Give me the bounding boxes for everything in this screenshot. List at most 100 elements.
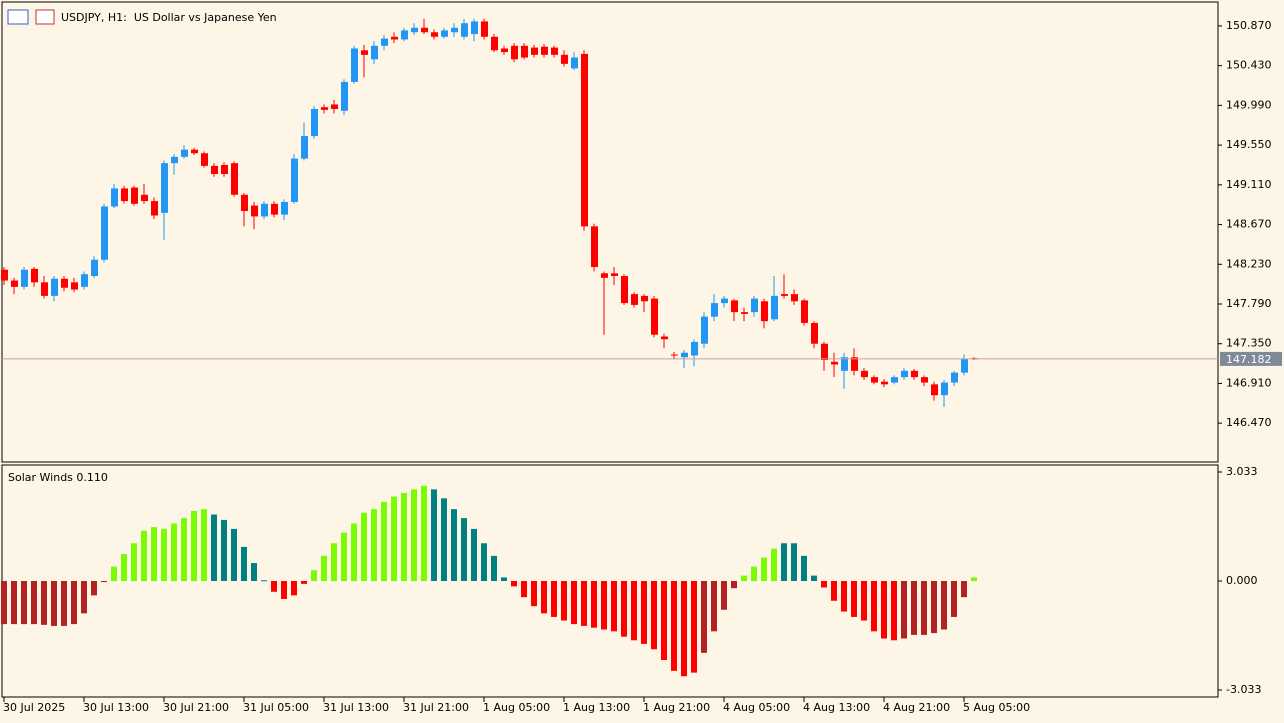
histogram-bar <box>781 543 787 581</box>
histogram-bar <box>491 555 497 581</box>
histogram-bar <box>61 581 67 626</box>
y-tick-label: 149.990 <box>1226 98 1272 111</box>
histogram-bar <box>181 518 187 581</box>
candle-body <box>581 53 588 227</box>
candle-body <box>741 312 748 314</box>
candle-body <box>421 27 428 33</box>
histogram-bar <box>931 581 937 634</box>
candle-body <box>611 273 618 277</box>
main-pane <box>1 1 1219 463</box>
candle-body <box>361 50 368 55</box>
candle-body <box>531 47 538 55</box>
histogram-bar <box>861 581 867 621</box>
candle-body <box>631 294 638 305</box>
candle-body <box>171 156 178 164</box>
histogram-bar <box>811 575 817 581</box>
candle-body <box>451 27 458 33</box>
candle-body <box>951 372 958 383</box>
candle-body <box>71 282 78 290</box>
histogram-bar <box>871 581 877 632</box>
candle-body <box>671 354 678 356</box>
histogram-bar <box>71 581 77 625</box>
histogram-bar <box>951 581 957 617</box>
candle-body <box>141 194 148 202</box>
y-tick-label: 150.870 <box>1226 19 1272 32</box>
histogram-bar <box>241 546 247 581</box>
histogram-bar <box>841 581 847 612</box>
candle-body <box>81 274 88 287</box>
histogram-bar <box>561 581 567 621</box>
histogram-bar <box>441 498 447 581</box>
candle-body <box>471 21 478 35</box>
candle-body <box>921 377 928 383</box>
candle-body <box>441 30 448 37</box>
candle-body <box>661 336 668 340</box>
y-tick-label: 0.000 <box>1226 574 1258 587</box>
candle-body <box>351 48 358 82</box>
histogram-bar <box>661 581 667 661</box>
y-tick-label: 3.033 <box>1226 465 1258 478</box>
candle-body <box>431 32 438 37</box>
candle-body <box>251 205 258 217</box>
candle-body <box>51 278 58 296</box>
candle-body <box>271 203 278 215</box>
candle-body <box>871 377 878 383</box>
histogram-bar <box>231 528 237 581</box>
candle-body <box>961 359 968 373</box>
candle-body <box>381 38 388 46</box>
histogram-bar <box>451 509 457 581</box>
histogram-bar <box>261 580 267 582</box>
chart-title: USDJPY, H1: US Dollar vs Japanese Yen <box>61 11 277 24</box>
candle-body <box>521 45 528 58</box>
histogram-bar <box>791 543 797 581</box>
candle-body <box>231 163 238 195</box>
histogram-bar <box>81 581 87 614</box>
y-tick-label: 149.550 <box>1226 138 1272 151</box>
histogram-bar <box>701 581 707 653</box>
histogram-bar <box>91 581 97 596</box>
last-price-box <box>1220 351 1282 366</box>
toolbar-icons[interactable] <box>7 9 55 25</box>
candle-body <box>941 382 948 396</box>
histogram-bar <box>961 581 967 598</box>
histogram-bar <box>821 581 827 588</box>
candle-body <box>391 36 398 40</box>
histogram-bar <box>511 581 517 587</box>
histogram-bar <box>831 581 837 601</box>
candle-body <box>241 194 248 212</box>
histogram-bar <box>171 523 177 581</box>
histogram-bar <box>161 528 167 581</box>
histogram-bar <box>551 581 557 617</box>
candle-body <box>901 370 908 378</box>
histogram-bar <box>741 575 747 581</box>
histogram-bar <box>641 581 647 644</box>
candle-body <box>641 295 648 302</box>
candle-body <box>851 357 858 371</box>
candle-body <box>511 45 518 60</box>
candle-body <box>491 36 498 51</box>
histogram-bar <box>381 501 387 581</box>
histogram-bar <box>121 554 127 581</box>
candle-body <box>151 201 158 216</box>
histogram-bar <box>291 581 297 596</box>
indicator-title: Solar Winds 0.110 <box>8 471 108 484</box>
candle-body <box>211 165 218 174</box>
candle-body <box>801 300 808 323</box>
y-tick-label: 149.110 <box>1226 178 1272 191</box>
candle-body <box>301 136 308 159</box>
candle-body <box>481 21 488 37</box>
histogram-bar <box>271 581 277 592</box>
histogram-bar <box>571 581 577 625</box>
candle-body <box>461 23 468 37</box>
histogram-bar <box>21 581 27 625</box>
candle-body <box>781 294 788 296</box>
icon-list[interactable] <box>7 9 29 25</box>
histogram-bar <box>101 581 107 583</box>
histogram-bar <box>521 581 527 598</box>
histogram-bar <box>531 581 537 607</box>
histogram-bar <box>281 581 287 599</box>
candle-body <box>1 269 8 281</box>
icon-chart[interactable] <box>35 9 55 25</box>
candle-body <box>281 201 288 215</box>
